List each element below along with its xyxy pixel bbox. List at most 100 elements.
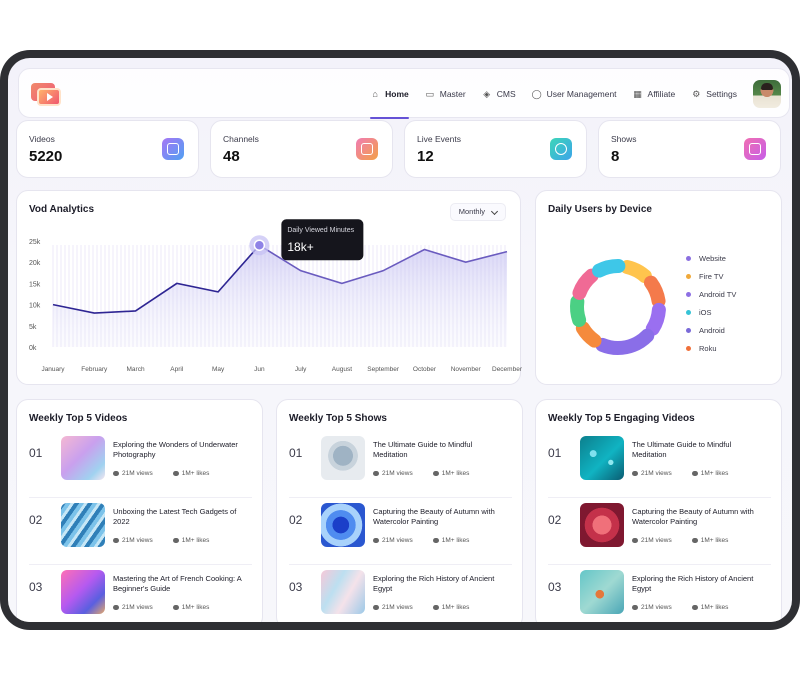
rank-number: 01 <box>29 446 43 460</box>
donut-segment[interactable] <box>592 259 626 278</box>
eye-icon <box>113 471 119 476</box>
eye-icon <box>632 471 638 476</box>
x-tick-label: July <box>295 366 307 373</box>
nav-item-settings[interactable]: ⚙ Settings <box>691 69 737 119</box>
list-item[interactable]: 03 Exploring the Rich History of Ancient … <box>289 570 512 622</box>
donut-segment[interactable] <box>645 302 666 336</box>
stat-label: Videos <box>29 134 55 144</box>
donut-segment[interactable] <box>570 294 587 328</box>
legend-item: Website <box>686 249 736 267</box>
view-count: 21M views <box>122 604 153 611</box>
list-item[interactable]: 02 Capturing the Beauty of Autumn with Wa… <box>548 503 771 565</box>
panel-title: Weekly Top 5 Engaging Videos <box>548 413 695 424</box>
video-thumbnail[interactable] <box>580 503 624 547</box>
legend-item: Fire TV <box>686 267 736 285</box>
series-line-continued <box>258 244 508 285</box>
list-item[interactable]: 01 The Ultimate Guide to Mindful Meditati… <box>548 436 771 498</box>
item-title: Unboxing the Latest Tech Gadgets of 2022 <box>113 507 237 526</box>
weekly-top-videos-panel: Weekly Top 5 Videos 01 Exploring the Wonde… <box>16 399 263 622</box>
donut-segment[interactable] <box>572 268 599 300</box>
heart-icon <box>691 605 698 610</box>
divider <box>548 564 771 565</box>
legend-label: iOS <box>699 307 712 317</box>
video-thumbnail[interactable] <box>580 570 624 614</box>
video-thumbnail[interactable] <box>580 436 624 480</box>
divider <box>29 564 252 565</box>
list-item[interactable]: 02 Unboxing the Latest Tech Gadgets of 20… <box>29 503 252 565</box>
eye-icon <box>632 605 638 610</box>
vod-line-chart: 0k 5k 10k 15k 20k 25k January February March Apri… <box>29 219 522 373</box>
broadcast-icon <box>550 138 572 160</box>
app-logo[interactable] <box>31 81 63 107</box>
eye-icon <box>373 605 379 610</box>
video-thumbnail[interactable] <box>321 503 365 547</box>
divider <box>289 497 512 498</box>
stat-card-videos[interactable]: Videos 5220 <box>16 120 199 178</box>
rank-number: 03 <box>548 580 562 594</box>
layers-icon: ◈ <box>483 89 491 99</box>
user-avatar[interactable] <box>753 80 781 108</box>
tablet-frame: ⌂ Home ▭ Master ◈ CMS ◯ User Management … <box>0 50 800 630</box>
legend-dot <box>686 327 691 333</box>
like-count: 1M+ likes <box>441 604 470 611</box>
video-thumbnail[interactable] <box>321 436 365 480</box>
item-title: Exploring the Rich History of Ancient Eg… <box>373 574 495 593</box>
rank-number: 01 <box>548 446 562 460</box>
nav-item-cms[interactable]: ◈ CMS <box>482 69 515 119</box>
x-tick-label: January <box>41 366 65 373</box>
y-tick-label: 10k <box>29 303 41 310</box>
stat-card-channels[interactable]: Channels 48 <box>210 120 393 178</box>
like-count: 1M+ likes <box>441 470 470 477</box>
list-item[interactable]: 02 Capturing the Beauty of Autumn with Wa… <box>289 503 512 565</box>
divider <box>29 497 252 498</box>
list-item[interactable]: 01 Exploring the Wonders of Underwater Ph… <box>29 436 252 498</box>
nav-item-home[interactable]: ⌂ Home <box>370 69 409 119</box>
nav-item-master[interactable]: ▭ Master <box>425 69 465 119</box>
stat-card-shows[interactable]: Shows 8 <box>598 120 781 178</box>
heart-icon <box>432 538 439 543</box>
highlight-point[interactable] <box>253 239 266 251</box>
chart-tooltip: Daily Viewed Minutes 18k+ <box>281 219 364 261</box>
donut-segment[interactable] <box>595 328 655 355</box>
video-thumbnail[interactable] <box>61 503 105 547</box>
donut-segment[interactable] <box>575 321 602 348</box>
video-thumbnail[interactable] <box>61 570 105 614</box>
grid-icon: ▦ <box>633 89 642 99</box>
x-tick-label: December <box>492 366 522 373</box>
list-item[interactable]: 01 The Ultimate Guide to Mindful Meditati… <box>289 436 512 498</box>
item-meta: 21M views 1M+ likes <box>113 537 209 544</box>
donut-segment[interactable] <box>643 275 666 308</box>
home-icon: ⌂ <box>372 89 378 99</box>
list-item[interactable]: 03 Exploring the Rich History of Ancient … <box>548 570 771 622</box>
legend-item: Android TV <box>686 285 736 303</box>
gear-icon: ⚙ <box>692 89 701 99</box>
y-tick-label: 20k <box>29 260 41 267</box>
tv-icon <box>356 138 378 160</box>
dashboard-screen: ⌂ Home ▭ Master ◈ CMS ◯ User Management … <box>8 58 792 622</box>
eye-icon <box>113 605 119 610</box>
view-count: 21M views <box>641 470 672 477</box>
like-count: 1M+ likes <box>181 537 210 544</box>
period-dropdown[interactable]: Monthly <box>449 203 506 221</box>
stat-card-live-events[interactable]: Live Events 12 <box>404 120 587 178</box>
series-area <box>53 245 507 347</box>
rank-number: 02 <box>289 513 303 527</box>
nav-item-label: Settings <box>706 89 737 99</box>
eye-icon <box>373 538 379 543</box>
video-thumbnail[interactable] <box>321 570 365 614</box>
panel-title: Weekly Top 5 Shows <box>289 413 387 424</box>
video-thumbnail[interactable] <box>61 436 105 480</box>
nav-item-user-management[interactable]: ◯ User Management <box>532 69 617 119</box>
stat-value: 12 <box>417 148 434 165</box>
nav-item-label: User Management <box>546 89 617 99</box>
list-item[interactable]: 03 Mastering the Art of French Cooking: A… <box>29 570 252 622</box>
x-tick-label: August <box>332 366 352 373</box>
stat-value: 48 <box>223 148 240 165</box>
nav-item-affiliate[interactable]: ▦ Affiliate <box>633 69 675 119</box>
main-nav: ⌂ Home ▭ Master ◈ CMS ◯ User Management … <box>370 69 737 119</box>
x-tick-label: May <box>212 366 225 373</box>
like-count: 1M+ likes <box>700 470 729 477</box>
device-legend: Website Fire TV Android TV iOS Android Roku <box>686 249 736 357</box>
item-meta: 21M views 1M+ likes <box>113 604 209 611</box>
donut-segment[interactable] <box>620 260 652 284</box>
